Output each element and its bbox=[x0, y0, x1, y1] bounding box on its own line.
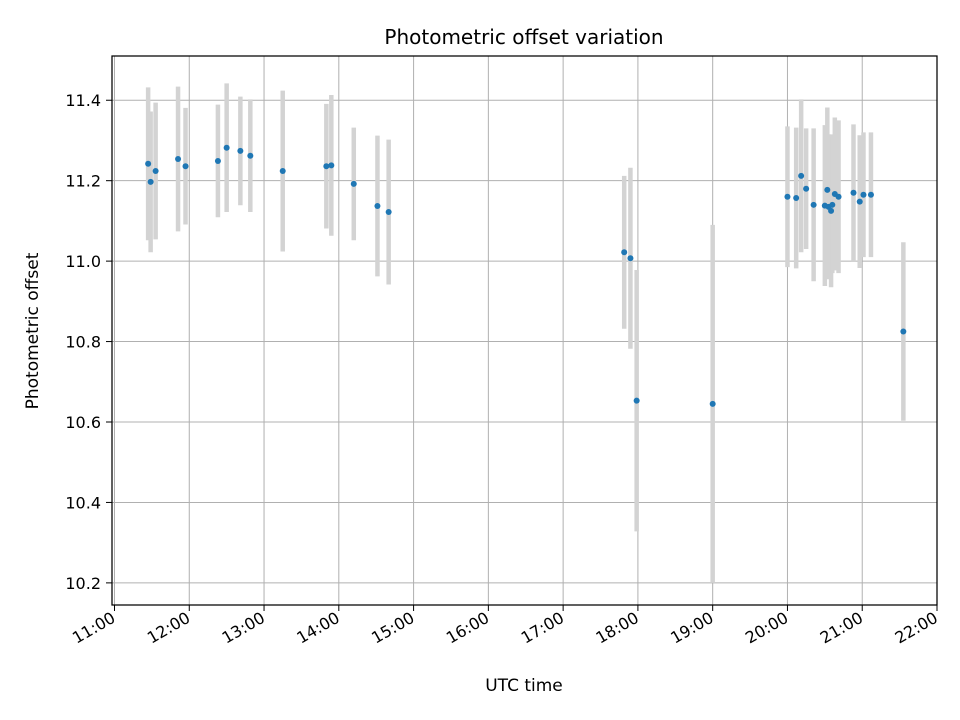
data-point bbox=[867, 191, 874, 198]
data-points bbox=[145, 144, 907, 407]
data-point bbox=[824, 186, 831, 193]
data-point bbox=[856, 198, 863, 205]
y-tick-label: 10.8 bbox=[65, 333, 101, 352]
data-point bbox=[633, 397, 640, 404]
data-point bbox=[279, 168, 286, 175]
chart-title: Photometric offset variation bbox=[384, 25, 663, 49]
x-axis-title: UTC time bbox=[485, 676, 563, 696]
x-tick-label: 21:00 bbox=[817, 608, 866, 648]
data-point bbox=[223, 144, 230, 151]
data-point bbox=[798, 172, 805, 179]
data-point bbox=[350, 180, 357, 187]
y-tick-label: 11.4 bbox=[65, 91, 101, 110]
x-tick-label: 12:00 bbox=[144, 608, 193, 648]
x-tick-label: 14:00 bbox=[293, 608, 342, 648]
data-point bbox=[621, 249, 628, 256]
data-point bbox=[214, 157, 221, 164]
plot-frame bbox=[111, 55, 938, 606]
data-point bbox=[175, 155, 182, 162]
data-point bbox=[247, 152, 254, 159]
y-tick-label: 11.2 bbox=[65, 172, 101, 191]
data-point bbox=[237, 147, 244, 154]
x-tick-label: 18:00 bbox=[592, 608, 641, 648]
x-axis-ticks: 11:00 12:00 13:00 14:00 15:00 16:00 17:00 18:00… bbox=[69, 605, 941, 648]
data-point bbox=[374, 203, 381, 210]
data-point bbox=[147, 178, 154, 185]
error-bars bbox=[145, 83, 906, 583]
data-point bbox=[803, 185, 810, 192]
x-tick-label: 16:00 bbox=[443, 608, 492, 648]
data-point bbox=[850, 189, 857, 196]
y-axis-ticks: 10.2 10.4 10.6 10.8 11.0 11.2 11.4 bbox=[65, 91, 112, 593]
data-point bbox=[627, 255, 634, 262]
data-point bbox=[793, 194, 800, 201]
data-point bbox=[328, 162, 335, 169]
y-axis-title: Photometric offset bbox=[23, 252, 43, 409]
data-point bbox=[145, 160, 152, 167]
data-point bbox=[860, 191, 867, 198]
data-point bbox=[182, 163, 189, 170]
x-tick-label: 22:00 bbox=[892, 608, 941, 648]
y-tick-label: 11.0 bbox=[65, 252, 101, 271]
x-tick-label: 17:00 bbox=[518, 608, 567, 648]
y-tick-label: 10.2 bbox=[65, 574, 101, 593]
y-tick-label: 10.4 bbox=[65, 493, 101, 512]
data-point bbox=[152, 168, 159, 175]
x-tick-label: 15:00 bbox=[368, 608, 417, 648]
data-point bbox=[323, 163, 330, 170]
x-tick-label: 11:00 bbox=[69, 608, 118, 648]
y-tick-label: 10.6 bbox=[65, 413, 101, 432]
data-point bbox=[385, 209, 392, 216]
x-tick-label: 13:00 bbox=[219, 608, 268, 648]
data-point bbox=[709, 400, 716, 407]
data-point bbox=[828, 207, 835, 214]
data-point bbox=[829, 201, 836, 208]
x-tick-label: 19:00 bbox=[667, 608, 716, 648]
x-tick-label: 20:00 bbox=[742, 608, 791, 648]
data-point bbox=[835, 193, 842, 200]
data-point bbox=[900, 328, 907, 335]
data-point bbox=[810, 201, 817, 208]
data-point bbox=[784, 193, 791, 200]
